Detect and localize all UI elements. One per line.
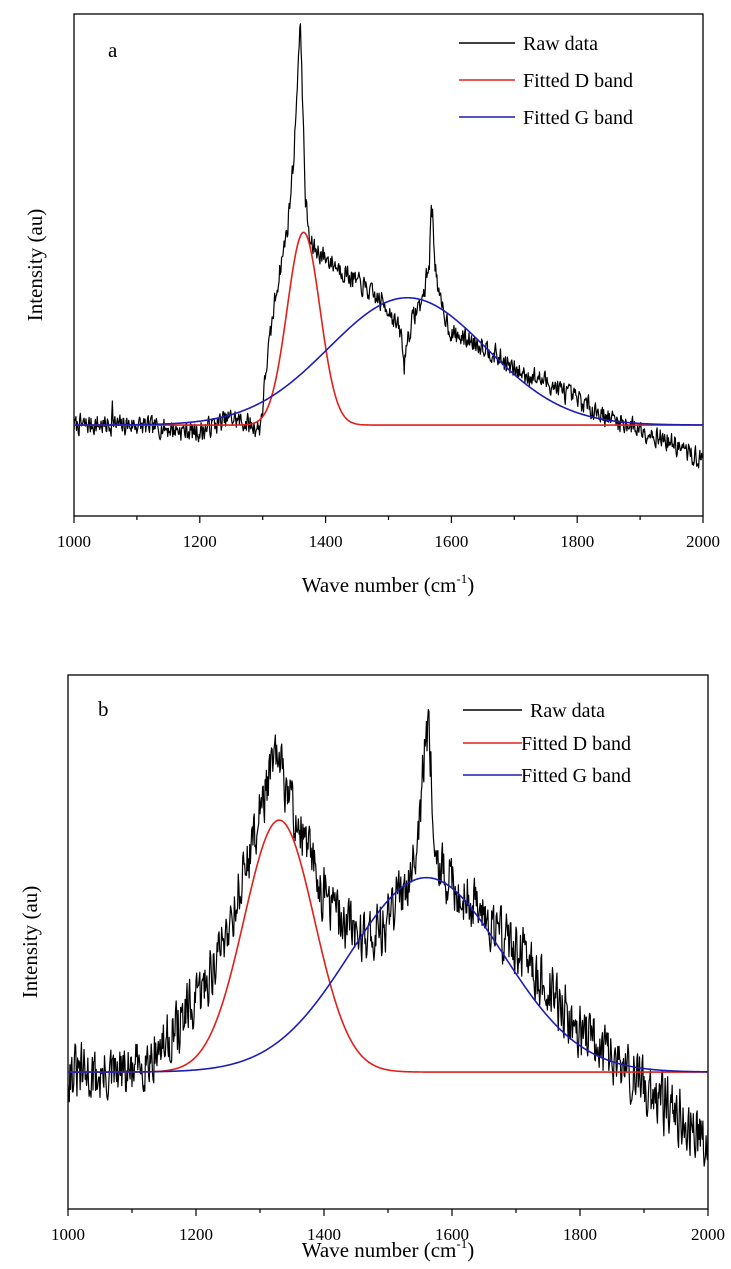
series-line-raw-data: [67, 709, 709, 1167]
series-line-fitted-g-band: [68, 876, 709, 1073]
panel-label: a: [108, 38, 118, 62]
legend-label-fitted-d-band: Fitted D band: [521, 733, 631, 755]
y-axis-label: Intensity (au): [23, 209, 47, 322]
curve-layer: [73, 23, 704, 469]
x-tick-label: 1400: [309, 532, 343, 551]
tick-layer: 1000 1200 1400 1600 1800 2000: [51, 1209, 725, 1244]
chart-panel-a: 1000 1200 1400 1600 1800 2000 a Intensity (au…: [23, 13, 720, 597]
x-axis-label: Wave number (cm-1): [302, 571, 474, 597]
x-axis-label-text: Wave number (cm: [302, 1238, 457, 1262]
chart-panel-b: 1000 1200 1400 1600 1800 2000 b Intensity (au…: [18, 674, 725, 1262]
series-line-fitted-d-band: [74, 231, 703, 426]
legend: Raw data Fitted D band Fitted G band: [459, 33, 633, 129]
x-axis-label: Wave number (cm-1): [302, 1236, 474, 1262]
x-tick-label: 1600: [435, 1225, 469, 1244]
x-tick-label: 1200: [179, 1225, 213, 1244]
legend-label-fitted-g-band: Fitted G band: [521, 765, 631, 787]
panel-label: b: [98, 697, 109, 721]
x-tick-label: 1800: [563, 1225, 597, 1244]
x-tick-label: 2000: [691, 1225, 725, 1244]
x-axis-label-text: Wave number (cm: [302, 573, 457, 597]
x-tick-label: 2000: [686, 532, 720, 551]
series-line-fitted-d-band: [68, 819, 708, 1073]
x-tick-label: 1600: [434, 532, 468, 551]
tick-layer: 1000 1200 1400 1600 1800 2000: [57, 516, 720, 551]
curve-layer: [67, 709, 709, 1167]
x-tick-label: 1800: [560, 532, 594, 551]
legend-label-raw-data: Raw data: [530, 700, 605, 722]
x-axis-label-superscript: -1: [456, 1236, 467, 1251]
x-tick-label: 1000: [51, 1225, 85, 1244]
series-line-fitted-g-band: [74, 296, 704, 426]
x-tick-label: 1400: [307, 1225, 341, 1244]
x-axis-label-close: ): [467, 573, 474, 597]
x-tick-label: 1200: [183, 532, 217, 551]
x-axis-label-superscript: -1: [456, 571, 467, 586]
legend-label-fitted-g-band: Fitted G band: [523, 107, 633, 129]
x-axis-label-close: ): [467, 1238, 474, 1262]
plot-frame: [67, 674, 709, 1210]
x-tick-label: 1000: [57, 532, 91, 551]
legend-label-fitted-d-band: Fitted D band: [523, 70, 633, 92]
legend: Raw data Fitted D band Fitted G band: [463, 700, 631, 787]
y-axis-label: Intensity (au): [18, 886, 42, 999]
legend-label-raw-data: Raw data: [523, 33, 598, 55]
series-line-raw-data: [73, 23, 704, 469]
